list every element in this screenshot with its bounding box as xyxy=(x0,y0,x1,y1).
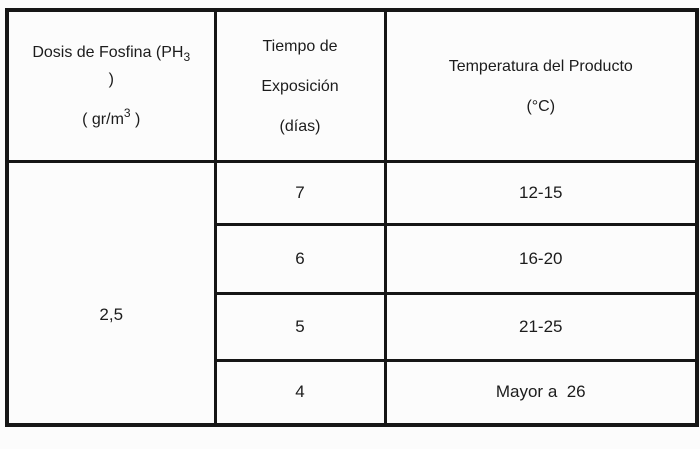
days-cell: 5 xyxy=(213,292,387,362)
temperature-cell: 16-20 xyxy=(383,223,699,295)
table-row: 6 16-20 xyxy=(7,223,699,295)
table-row: 2,5 7 12-15 xyxy=(5,160,699,426)
header-dosis-text: Dosis de Fosfina (PH xyxy=(32,44,184,61)
table-row: 5 21-25 xyxy=(7,292,699,362)
header-dosis-unit-exponent: 3 xyxy=(123,106,131,120)
table-row: 4 Mayor a 26 xyxy=(7,359,699,426)
days-cell: 7 xyxy=(213,160,387,226)
dose-value-cell: 2,5 xyxy=(5,160,217,426)
header-tiempo: Tiempo de Exposición (días) xyxy=(213,8,387,163)
header-dosis-subscript: 3 xyxy=(183,50,191,64)
days-cell: 6 xyxy=(213,223,387,295)
header-dosis-unit-open: ( gr/m xyxy=(82,111,124,128)
temperature-cell: Mayor a 26 xyxy=(383,359,699,426)
header-dosis: Dosis de Fosfina (PH3 ) ( gr/m3 ) xyxy=(5,8,217,163)
fosfina-dosage-table: Dosis de Fosfina (PH3 ) ( gr/m3 ) Tiempo… xyxy=(5,8,699,427)
days-cell: 4 xyxy=(213,359,387,426)
header-tiempo-unit: (días) xyxy=(279,117,321,135)
header-dosis-unit: ( gr/m3 ) xyxy=(9,106,214,133)
header-temperatura-line1: Temperatura del Producto xyxy=(448,57,633,75)
temperature-cell: 12-15 xyxy=(383,160,699,226)
header-temperatura: Temperatura del Producto (°C) xyxy=(383,8,699,163)
header-tiempo-line2: Exposición xyxy=(261,77,339,95)
header-temperatura-unit: (°C) xyxy=(526,97,556,115)
header-dosis-line1: Dosis de Fosfina (PH3 xyxy=(9,39,214,66)
dose-value: 2,5 xyxy=(99,304,124,324)
table-header-row: Dosis de Fosfina (PH3 ) ( gr/m3 ) Tiempo… xyxy=(5,8,699,163)
header-dosis-line2: ) xyxy=(108,71,114,88)
header-tiempo-line1: Tiempo de xyxy=(262,37,338,55)
header-dosis-unit-close: ) xyxy=(130,111,141,128)
temperature-cell: 21-25 xyxy=(383,292,699,362)
